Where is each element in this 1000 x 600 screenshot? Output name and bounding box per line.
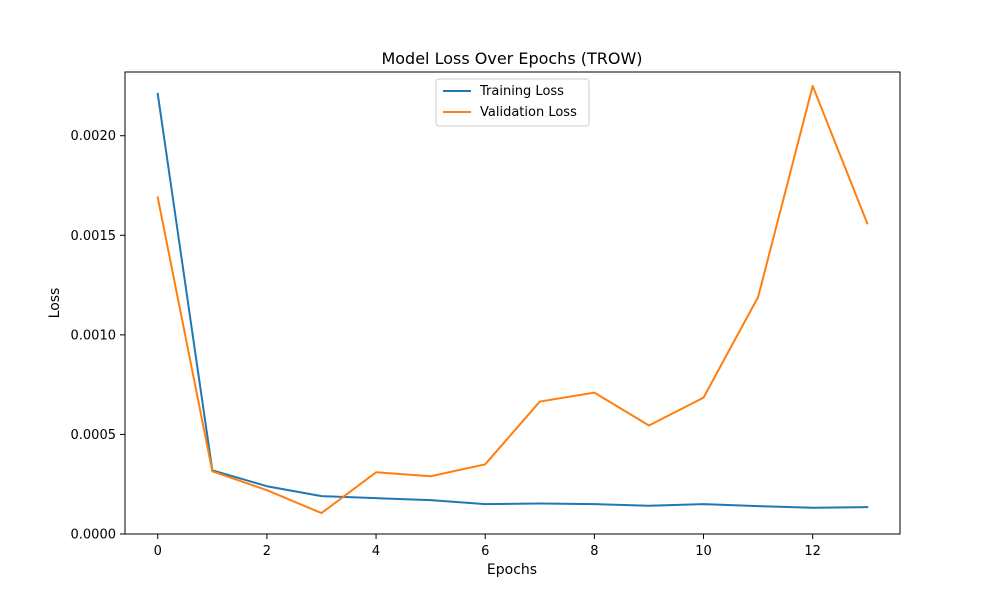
- x-tick-label: 10: [695, 544, 712, 559]
- plot-area-frame: [124, 71, 901, 535]
- y-tick-label: 0.0000: [71, 528, 117, 543]
- x-axis-label: Epochs: [487, 562, 537, 578]
- axis-ticks-layer: 0 2 4 6 8 10 12 0.0000 0.0005 0.0010 0.0015 0.0020: [71, 129, 821, 559]
- y-axis-label: Loss: [47, 288, 63, 319]
- series-line-validation-loss: [156, 84, 869, 515]
- x-tick-label: 8: [590, 544, 598, 559]
- y-tick-label: 0.0020: [71, 129, 117, 144]
- y-tick-label: 0.0005: [71, 428, 117, 443]
- x-tick-label: 2: [263, 544, 271, 559]
- chart-legend: Training Loss Validation Loss: [435, 78, 590, 127]
- chart-title: Model Loss Over Epochs (TROW): [381, 49, 642, 68]
- series-line-training-loss: [156, 92, 869, 509]
- legend-label-validation-loss: Validation Loss: [480, 105, 577, 120]
- y-tick-label: 0.0010: [71, 328, 117, 343]
- series-lines-layer: [156, 84, 869, 515]
- x-tick-label: 12: [804, 544, 821, 559]
- x-tick-label: 6: [481, 544, 489, 559]
- y-tick-label: 0.0015: [71, 229, 117, 244]
- legend-box: [435, 78, 590, 127]
- x-tick-label: 0: [154, 544, 162, 559]
- x-tick-label: 4: [372, 544, 380, 559]
- legend-label-training-loss: Training Loss: [479, 84, 564, 99]
